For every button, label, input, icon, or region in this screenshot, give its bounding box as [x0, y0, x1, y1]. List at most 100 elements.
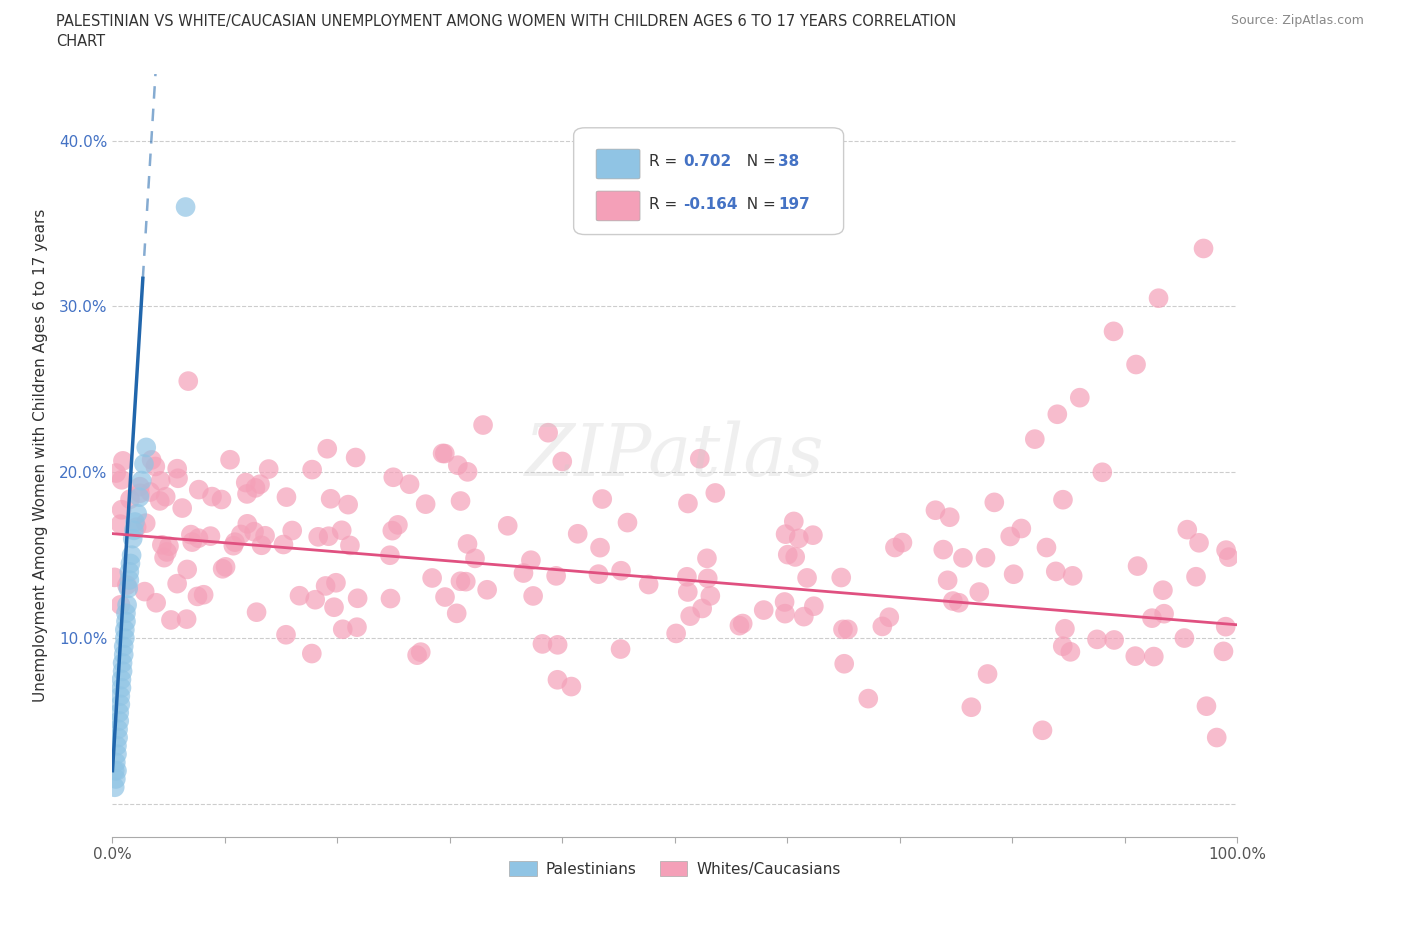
Point	[1091, 465, 1114, 480]
Point	[337, 498, 360, 512]
Point	[1143, 649, 1166, 664]
Point	[546, 672, 568, 687]
Point	[141, 453, 163, 468]
Point	[111, 454, 134, 469]
Point	[472, 418, 495, 432]
Point	[150, 538, 173, 552]
Point	[793, 609, 815, 624]
Point	[1102, 632, 1125, 647]
Point	[773, 594, 796, 609]
Point	[122, 523, 145, 538]
Point	[344, 450, 367, 465]
Point	[111, 664, 134, 679]
Point	[176, 612, 198, 627]
Point	[236, 516, 259, 531]
Point	[108, 713, 131, 728]
Point	[434, 590, 457, 604]
Point	[301, 646, 323, 661]
Point	[1140, 611, 1163, 626]
Point	[1185, 569, 1208, 584]
Point	[276, 490, 298, 505]
Point	[938, 510, 960, 525]
Point	[432, 446, 454, 461]
Point	[110, 597, 132, 612]
Point	[512, 565, 534, 580]
Point	[1192, 241, 1215, 256]
Point	[983, 495, 1005, 510]
Point	[783, 514, 806, 529]
Point	[346, 619, 368, 634]
Point	[616, 515, 638, 530]
Point	[245, 481, 267, 496]
Point	[193, 588, 215, 603]
Point	[1153, 606, 1175, 621]
Point	[250, 538, 273, 552]
Point	[110, 681, 132, 696]
Point	[665, 626, 688, 641]
Point	[1052, 492, 1074, 507]
Point	[187, 482, 209, 497]
Point	[942, 593, 965, 608]
Point	[832, 622, 855, 637]
Point	[1215, 543, 1237, 558]
Point	[1212, 644, 1234, 658]
Point	[924, 503, 946, 518]
Point	[127, 506, 149, 521]
Point	[229, 527, 252, 542]
Point	[381, 524, 404, 538]
Point	[115, 614, 138, 629]
Point	[409, 644, 432, 659]
Point	[884, 540, 907, 555]
Point	[120, 556, 142, 571]
Text: N =: N =	[737, 197, 780, 212]
Point	[1215, 619, 1237, 634]
Point	[117, 581, 139, 596]
Point	[1045, 564, 1067, 578]
Point	[128, 479, 150, 494]
Point	[773, 606, 796, 621]
Text: R =: R =	[650, 197, 682, 212]
Point	[1069, 391, 1091, 405]
Point	[775, 526, 797, 541]
Point	[457, 537, 479, 551]
Point	[537, 425, 560, 440]
Point	[974, 551, 997, 565]
Point	[676, 585, 699, 600]
Point	[1002, 566, 1025, 581]
Text: Source: ZipAtlas.com: Source: ZipAtlas.com	[1230, 14, 1364, 27]
Point	[378, 548, 401, 563]
Point	[830, 570, 852, 585]
Point	[932, 542, 955, 557]
Point	[803, 599, 825, 614]
Point	[560, 679, 582, 694]
Point	[1059, 644, 1081, 659]
Text: N =: N =	[737, 153, 780, 168]
Point	[219, 452, 242, 467]
Point	[496, 518, 519, 533]
Point	[380, 591, 402, 606]
Point	[149, 473, 172, 488]
Point	[104, 780, 127, 795]
Point	[105, 466, 128, 481]
Point	[118, 573, 141, 588]
Point	[1218, 550, 1240, 565]
Point	[128, 490, 150, 505]
Point	[254, 528, 277, 543]
Point	[107, 722, 129, 737]
Point	[690, 601, 713, 616]
Point	[155, 489, 177, 504]
Point	[110, 502, 132, 517]
Point	[339, 538, 361, 552]
Point	[112, 647, 135, 662]
Point	[382, 470, 405, 485]
Point	[134, 584, 156, 599]
Point	[696, 551, 718, 565]
Point	[104, 755, 127, 770]
Point	[547, 637, 569, 652]
Point	[125, 520, 148, 535]
Point	[1147, 291, 1170, 306]
Point	[214, 560, 236, 575]
Point	[457, 464, 479, 479]
Point	[281, 523, 304, 538]
Point	[1062, 568, 1084, 583]
